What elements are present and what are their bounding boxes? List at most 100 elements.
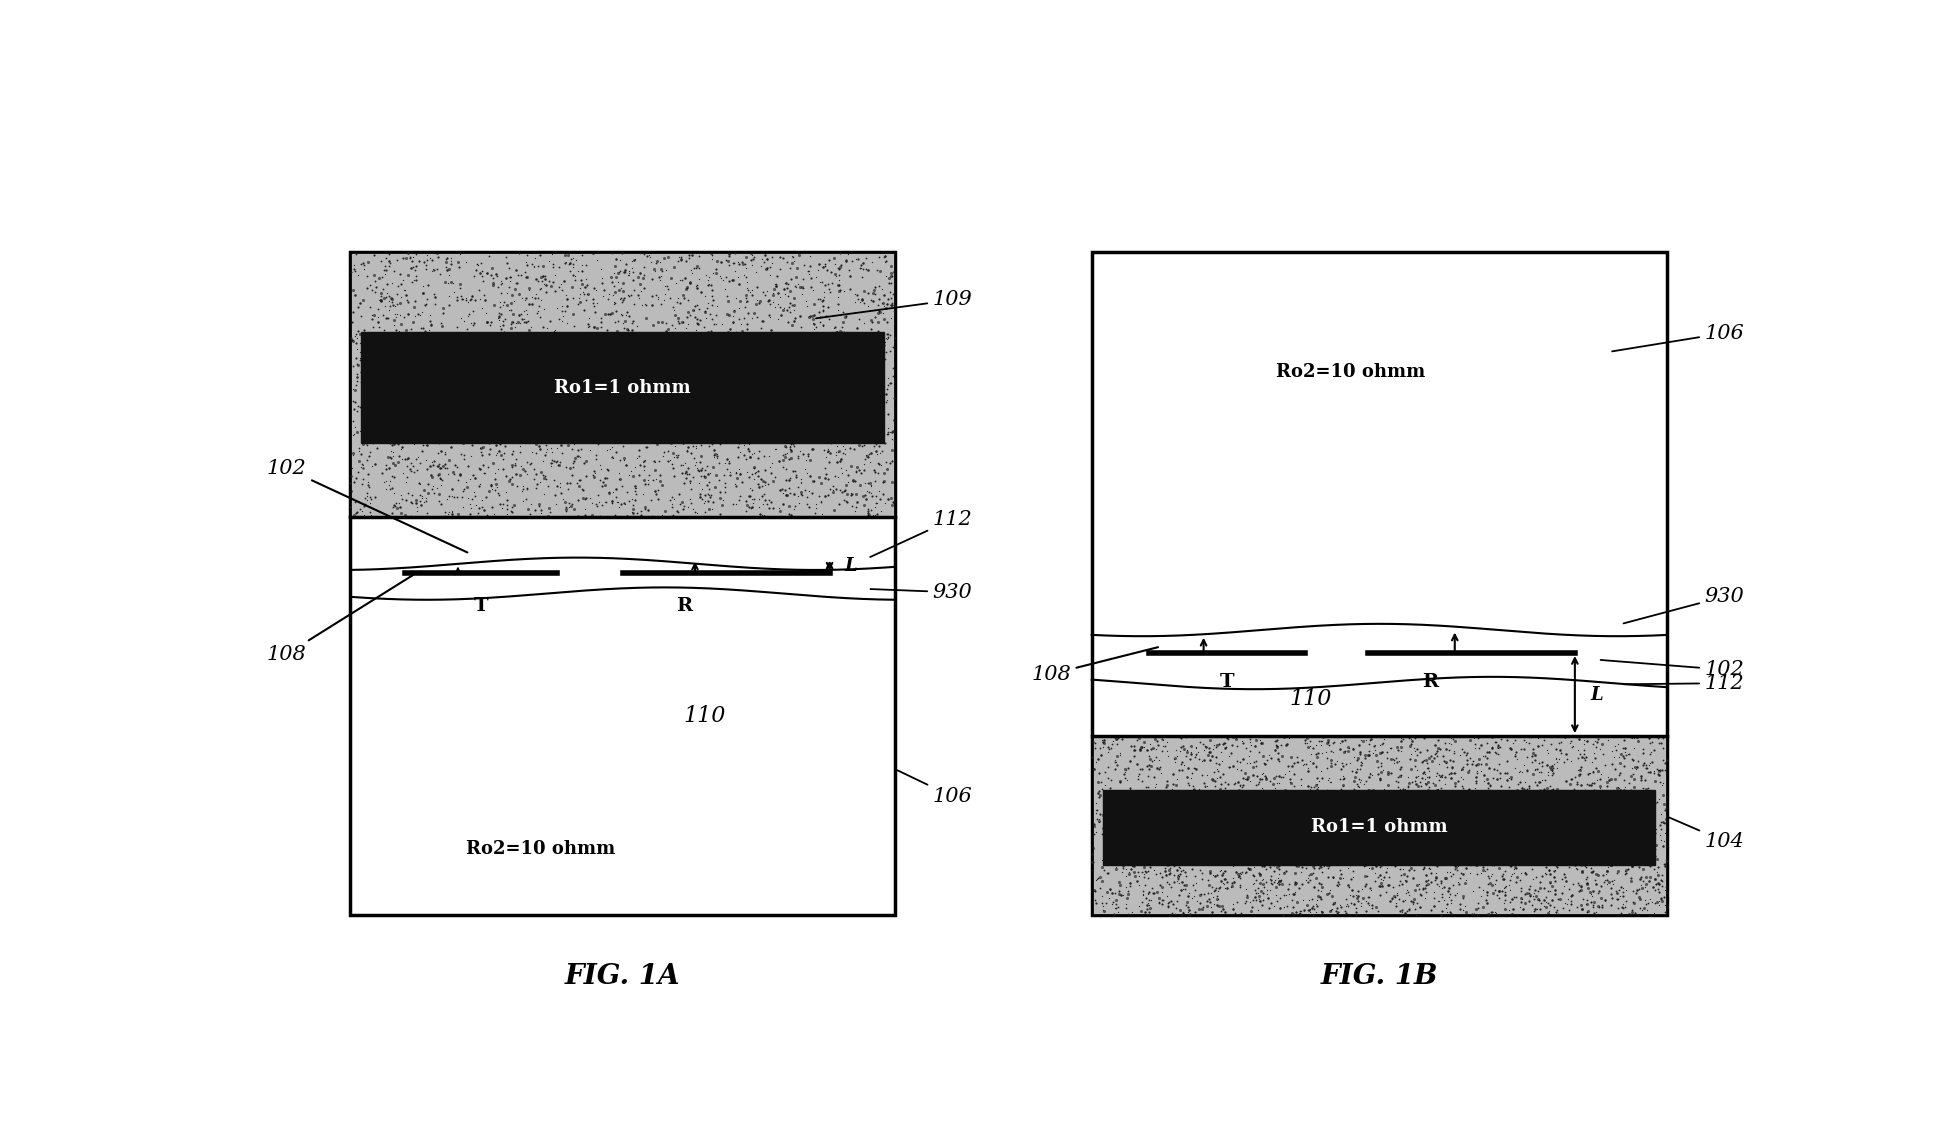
Point [768, 280, 799, 298]
Point [1383, 790, 1414, 809]
Point [764, 288, 795, 306]
Point [775, 258, 807, 276]
Point [1465, 864, 1496, 882]
Point [1301, 757, 1332, 775]
Point [1639, 869, 1670, 888]
Point [1480, 733, 1512, 751]
Point [1295, 904, 1326, 922]
Point [820, 481, 852, 499]
Point [766, 431, 797, 450]
Point [1498, 832, 1529, 850]
Point [486, 274, 518, 292]
Point [1603, 816, 1635, 834]
Point [1568, 746, 1600, 764]
Point [1650, 751, 1682, 770]
Point [1326, 865, 1357, 883]
Point [1545, 733, 1576, 751]
Point [365, 335, 396, 353]
Point [769, 438, 801, 457]
Point [389, 249, 420, 267]
Point [709, 396, 740, 414]
Point [1281, 903, 1312, 921]
Point [1287, 796, 1318, 814]
Point [1256, 749, 1287, 767]
Point [531, 377, 562, 396]
Point [713, 244, 744, 263]
Point [1582, 820, 1613, 838]
Point [488, 420, 519, 438]
Point [676, 273, 707, 291]
Point [746, 356, 777, 374]
Point [1576, 809, 1607, 827]
Point [510, 301, 541, 319]
Point [644, 405, 676, 423]
Point [1141, 788, 1172, 806]
Point [553, 432, 584, 451]
Point [771, 342, 803, 360]
Point [838, 471, 869, 490]
Point [537, 361, 568, 380]
Point [631, 420, 662, 438]
Point [1455, 731, 1486, 749]
Point [695, 486, 727, 505]
Point [1502, 851, 1533, 869]
Point [422, 348, 453, 366]
Point [629, 258, 660, 276]
Point [477, 259, 508, 278]
Point [1168, 903, 1199, 921]
Point [1572, 895, 1603, 913]
Point [674, 471, 705, 490]
Point [1361, 898, 1392, 916]
Point [422, 357, 453, 375]
Point [359, 305, 391, 323]
Point [578, 465, 609, 483]
Point [818, 343, 850, 361]
Point [1600, 736, 1631, 755]
Point [1105, 747, 1137, 765]
Point [617, 421, 648, 439]
Point [666, 465, 697, 483]
Point [1246, 780, 1277, 798]
Point [1309, 793, 1340, 811]
Point [832, 366, 863, 384]
Point [1529, 813, 1560, 832]
Point [1535, 874, 1566, 892]
Point [1463, 899, 1494, 918]
Point [602, 352, 633, 370]
Point [873, 327, 904, 345]
Point [1252, 845, 1283, 864]
Point [754, 377, 785, 396]
Point [793, 446, 824, 465]
Point [602, 479, 633, 498]
Point [1543, 809, 1574, 827]
Point [646, 313, 678, 331]
Point [1385, 859, 1416, 877]
Point [562, 491, 594, 509]
Point [607, 274, 639, 292]
Point [473, 506, 504, 524]
Point [658, 301, 689, 319]
Point [777, 247, 809, 265]
Point [496, 458, 527, 476]
Point [1455, 853, 1486, 872]
Point [519, 414, 551, 432]
Point [494, 416, 525, 435]
Point [1514, 883, 1545, 902]
Point [1320, 902, 1351, 920]
Point [1297, 905, 1328, 923]
Point [1113, 850, 1144, 868]
Point [1572, 822, 1603, 841]
Point [656, 444, 687, 462]
Point [1133, 778, 1164, 796]
Point [496, 501, 527, 520]
Point [1193, 871, 1225, 889]
Point [348, 457, 379, 475]
Point [570, 284, 602, 303]
Point [1115, 818, 1146, 836]
Point [1432, 828, 1463, 846]
Point [703, 379, 734, 397]
Point [1330, 742, 1361, 760]
Point [561, 250, 592, 268]
Point [1633, 806, 1664, 825]
Point [1574, 883, 1605, 902]
